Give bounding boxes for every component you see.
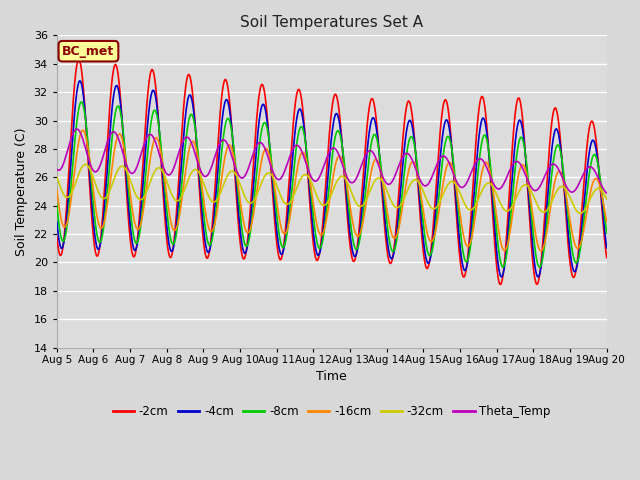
Y-axis label: Soil Temperature (C): Soil Temperature (C) (15, 127, 28, 256)
Title: Soil Temperatures Set A: Soil Temperatures Set A (240, 15, 423, 30)
X-axis label: Time: Time (316, 370, 347, 383)
Legend: -2cm, -4cm, -8cm, -16cm, -32cm, Theta_Temp: -2cm, -4cm, -8cm, -16cm, -32cm, Theta_Te… (108, 400, 556, 423)
Text: BC_met: BC_met (62, 45, 115, 58)
